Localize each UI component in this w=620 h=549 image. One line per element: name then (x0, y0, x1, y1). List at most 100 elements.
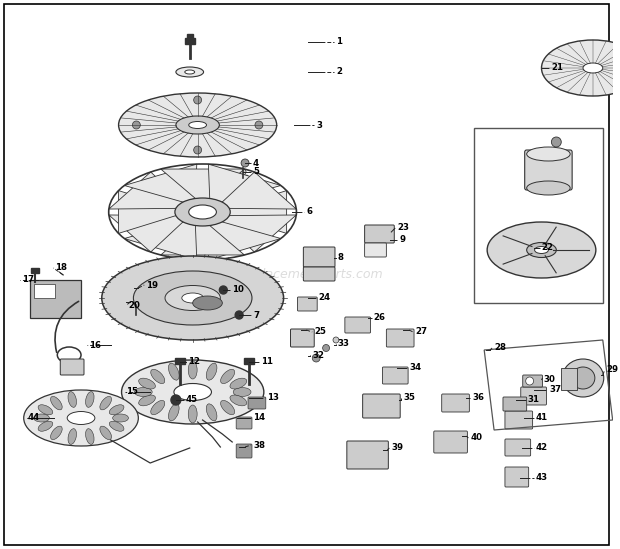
Ellipse shape (109, 421, 124, 432)
Circle shape (235, 311, 243, 319)
Polygon shape (222, 215, 296, 252)
Polygon shape (161, 169, 244, 199)
Ellipse shape (182, 293, 203, 303)
Ellipse shape (230, 378, 247, 389)
Text: 4: 4 (253, 159, 259, 167)
Text: 14: 14 (253, 413, 265, 423)
FancyBboxPatch shape (386, 329, 414, 347)
Text: 16: 16 (89, 340, 101, 350)
Text: 27: 27 (415, 328, 427, 337)
Text: 6: 6 (306, 208, 312, 216)
Ellipse shape (24, 390, 138, 446)
Bar (474, 128, 603, 303)
Text: 17: 17 (22, 276, 34, 284)
Ellipse shape (51, 396, 62, 410)
Ellipse shape (100, 396, 112, 410)
Polygon shape (229, 191, 286, 233)
Ellipse shape (175, 198, 230, 226)
FancyBboxPatch shape (525, 150, 572, 190)
Ellipse shape (51, 426, 62, 440)
Ellipse shape (562, 359, 604, 397)
FancyBboxPatch shape (523, 375, 542, 387)
Ellipse shape (33, 414, 50, 422)
Circle shape (193, 146, 202, 154)
Ellipse shape (583, 63, 603, 73)
Text: 36: 36 (472, 394, 484, 402)
Text: eReplacementParts.com: eReplacementParts.com (230, 268, 383, 281)
Circle shape (551, 137, 561, 147)
Ellipse shape (139, 378, 156, 389)
Text: 33: 33 (338, 339, 350, 349)
Ellipse shape (174, 384, 211, 401)
Circle shape (193, 96, 202, 104)
Ellipse shape (193, 296, 223, 310)
Ellipse shape (113, 414, 128, 422)
Ellipse shape (221, 400, 234, 414)
FancyBboxPatch shape (503, 397, 526, 411)
Ellipse shape (109, 405, 124, 414)
Ellipse shape (68, 429, 76, 444)
FancyBboxPatch shape (365, 225, 394, 243)
FancyBboxPatch shape (383, 367, 408, 384)
Circle shape (219, 286, 228, 294)
Bar (133, 312, 140, 317)
Text: 35: 35 (403, 394, 415, 402)
FancyBboxPatch shape (434, 431, 467, 453)
Ellipse shape (133, 271, 252, 325)
FancyBboxPatch shape (505, 467, 529, 487)
Ellipse shape (38, 421, 53, 432)
Text: 44: 44 (28, 413, 40, 423)
Bar (244, 358, 254, 364)
Polygon shape (109, 172, 183, 209)
Text: 43: 43 (536, 473, 547, 483)
Ellipse shape (151, 400, 165, 414)
FancyBboxPatch shape (345, 317, 371, 333)
Text: 39: 39 (391, 444, 403, 452)
Polygon shape (161, 226, 244, 255)
Ellipse shape (188, 205, 216, 219)
Text: 9: 9 (399, 236, 405, 244)
Ellipse shape (221, 369, 234, 384)
FancyBboxPatch shape (60, 359, 84, 375)
Text: 8: 8 (338, 254, 344, 262)
Bar (30, 280, 81, 318)
Bar (561, 368, 577, 390)
Ellipse shape (122, 360, 264, 424)
Bar (33, 284, 55, 298)
Bar (239, 175, 247, 179)
Bar (185, 38, 195, 44)
Text: 5: 5 (253, 167, 259, 176)
FancyBboxPatch shape (298, 297, 317, 311)
Text: 20: 20 (128, 300, 140, 310)
FancyBboxPatch shape (236, 417, 252, 429)
Ellipse shape (169, 404, 179, 421)
Text: 23: 23 (397, 223, 409, 232)
Polygon shape (222, 172, 296, 209)
Text: 34: 34 (409, 363, 421, 373)
Ellipse shape (151, 369, 165, 384)
FancyBboxPatch shape (236, 444, 252, 458)
Text: 3: 3 (316, 120, 322, 130)
Ellipse shape (188, 361, 197, 379)
FancyBboxPatch shape (441, 394, 469, 412)
FancyBboxPatch shape (505, 439, 531, 456)
Circle shape (322, 345, 330, 351)
Ellipse shape (86, 429, 94, 444)
Ellipse shape (526, 181, 570, 195)
Text: 45: 45 (186, 395, 198, 405)
Ellipse shape (100, 426, 112, 440)
Text: 41: 41 (536, 413, 547, 423)
Circle shape (312, 354, 320, 362)
Ellipse shape (541, 40, 620, 96)
Text: 12: 12 (188, 357, 200, 367)
Text: 31: 31 (528, 395, 539, 405)
Ellipse shape (118, 93, 277, 157)
Ellipse shape (176, 67, 203, 77)
Text: 30: 30 (544, 376, 556, 384)
Polygon shape (109, 215, 183, 252)
Text: 1: 1 (336, 37, 342, 47)
Ellipse shape (526, 147, 570, 161)
FancyBboxPatch shape (303, 247, 335, 267)
Ellipse shape (86, 391, 94, 407)
Ellipse shape (139, 395, 156, 406)
